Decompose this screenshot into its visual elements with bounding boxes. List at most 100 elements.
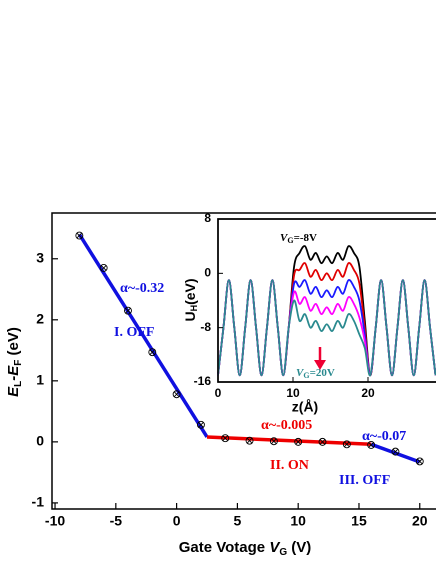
y-axis-label-part: (eV) [5,327,22,360]
inset-y-tick-label: 8 [204,211,211,225]
inset-y-axis-label: UH(eV) [182,278,200,321]
x-tick-label: 0 [173,513,181,529]
marker-cross [417,458,423,465]
annotation: α~-0.005 [261,418,312,433]
inset-frame [217,218,436,383]
data-point [318,437,327,446]
x-tick-label: 15 [351,513,367,529]
x-axis-label-part: (V) [287,539,311,556]
data-point [124,306,132,315]
marker-circle [269,437,278,446]
annotation: α~-0.07 [362,429,406,444]
inset-arrow-head [314,360,326,370]
inset-y-tick-label: -8 [200,320,211,334]
x-tick-label: -10 [45,513,65,529]
y-axis-label-part: E [5,386,22,397]
inset-annotation-part: V [280,232,289,244]
x-axis-label: Gate Votage VG (V) [179,539,312,558]
marker-circle [124,306,132,315]
y-tick-label: 1 [36,372,44,388]
marker-circle [367,440,376,449]
marker-circle [391,447,400,456]
marker-cross [198,422,204,428]
data-point [245,436,254,445]
marker-circle [221,434,230,443]
inset-annotation-part: =20V [310,367,335,379]
marker-circle [148,348,157,357]
marker-circle [318,437,327,446]
marker-cross [100,265,107,271]
y-axis-label-part: L [13,381,24,387]
annotation: α~-0.32 [120,281,164,296]
annotation: II. ON [270,458,309,473]
inset-annotation-part: =-8V [294,232,317,244]
x-tick-label: 5 [234,513,242,529]
data-point [221,434,230,443]
y-axis-label: EL-EF (eV) [5,327,24,397]
fit-line [77,233,209,438]
marker-cross [392,448,399,455]
inset-y-axis-label-part: U [182,311,198,321]
inset-y-axis-label-part: (eV) [182,278,198,304]
inset-annotation-part: V [296,367,305,379]
y-axis-label-part: F [13,360,24,366]
inset-y-tick-label: 0 [204,266,211,280]
inset-y-axis-label-part: H [189,305,199,312]
data-point [172,390,181,399]
marker-circle [415,457,424,466]
marker-circle [196,420,205,429]
marker-cross [295,439,301,445]
data-point [99,263,108,272]
marker-cross [76,232,83,239]
y-axis-label-part: -E [5,365,22,381]
x-tick-label: -5 [110,513,123,529]
y-tick-label: -1 [32,494,45,510]
inset-y-tick-label: -16 [194,374,212,388]
inset-x-tick-label: 0 [215,386,222,400]
y-tick-label: 3 [36,249,44,265]
x-axis-label-part: V [269,539,281,556]
marker-circle [294,437,303,446]
data-point [415,457,424,466]
marker-cross [344,441,350,448]
marker-cross [246,437,253,444]
x-axis-label-part: Gate Votage [179,539,270,556]
data-point [342,440,351,449]
marker-cross [125,307,131,314]
annotation: I. OFF [114,325,154,340]
marker-cross [149,349,156,355]
marker-cross [271,438,277,444]
marker-cross [173,391,180,397]
data-point [75,231,84,240]
data-point [196,420,205,429]
marker-cross [319,439,326,445]
inset-background [217,218,436,383]
marker-circle [245,436,254,445]
marker-circle [172,390,181,399]
marker-cross [222,435,228,441]
x-tick-label: 10 [290,513,306,529]
data-point [294,437,303,446]
data-point [269,437,278,446]
data-point [148,348,157,357]
x-tick-label: 20 [412,513,428,529]
annotation: III. OFF [339,473,390,488]
inset-annotation: VG=20V [296,367,335,380]
inset-x-axis-label: z(Å) [292,399,318,415]
data-point [367,440,376,449]
plot-frame [51,212,436,510]
y-tick-label: 2 [36,311,44,327]
data-point [391,447,400,456]
inset-x-tick-label: 20 [361,386,375,400]
x-axis-label-part: G [279,547,287,558]
inset-x-tick-label: 10 [286,386,300,400]
y-tick-label: 0 [36,433,44,449]
marker-cross [368,442,374,448]
inset-annotation: VG=-8V [280,232,317,245]
fit-line [370,442,421,464]
inset-annotation-part: G [303,371,309,380]
marker-circle [342,440,351,449]
inset-curve [217,279,436,377]
marker-circle [99,263,108,272]
